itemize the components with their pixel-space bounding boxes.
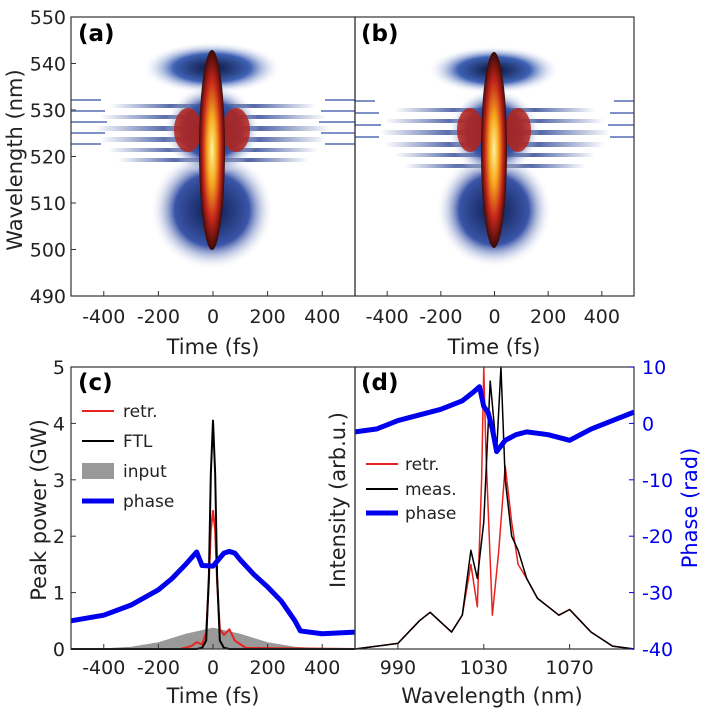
panel-b: (b) xyxy=(354,16,635,297)
y2tick-label-d: 10 xyxy=(642,357,666,379)
legend-d: retr. meas. phase xyxy=(366,455,457,524)
xtick-label-a: -400 xyxy=(82,306,125,328)
legend-swatch-input xyxy=(82,463,114,479)
ytick-label-a: 540 xyxy=(30,54,66,76)
xlabel-b: Time (fs) xyxy=(447,335,541,359)
xtick-label-b: 0 xyxy=(488,306,500,328)
panel-d: (d) retr. meas. phase xyxy=(354,366,635,650)
ylabel-peak-power: Peak power (GW) xyxy=(27,419,51,601)
panel-label-b: (b) xyxy=(361,21,399,47)
plot-area-d xyxy=(354,366,635,650)
ytick-label-a: 550 xyxy=(30,7,66,29)
xtick-label-c: 0 xyxy=(207,657,219,679)
panel-c: (c) retr. FTL input phase xyxy=(70,366,356,650)
xtick-label-d: 1030 xyxy=(460,657,508,679)
frame-c xyxy=(70,366,356,650)
series-FTL-line xyxy=(71,419,355,650)
panel-label-c: (c) xyxy=(78,370,113,396)
xtick-label-c: -200 xyxy=(137,657,180,679)
xtick-label-b: -200 xyxy=(419,306,462,328)
panel-a: (a) xyxy=(70,16,356,297)
legend-c: retr. FTL input phase xyxy=(82,402,174,512)
xtick-label-a: 0 xyxy=(207,306,219,328)
series-phase-line-d xyxy=(354,384,635,455)
xtick-label-c: 200 xyxy=(249,657,285,679)
ytick-label-c: 3 xyxy=(53,470,65,492)
xtick-label-b: 200 xyxy=(530,306,566,328)
legend-label-retr: retr. xyxy=(123,402,158,422)
xtick-label-d: 1070 xyxy=(545,657,593,679)
panel-label-a: (a) xyxy=(78,21,115,47)
ytick-label-a: 510 xyxy=(30,193,66,215)
ytick-label-c: 2 xyxy=(53,526,65,548)
xlabel-a: Time (fs) xyxy=(166,335,260,359)
y2tick-label-d: -20 xyxy=(642,526,673,548)
ytick-label-c: 1 xyxy=(53,583,65,605)
xlabel-d: Wavelength (nm) xyxy=(401,684,582,708)
y2tick-label-d: -40 xyxy=(642,639,673,661)
ytick-label-a: 530 xyxy=(30,100,66,122)
series-phase-line xyxy=(70,548,356,637)
heatmap-a xyxy=(71,42,355,270)
panel-label-d: (d) xyxy=(361,370,399,396)
plot-area-c xyxy=(70,419,356,650)
frame-d xyxy=(354,366,635,650)
xtick-label-a: 400 xyxy=(304,306,340,328)
series-input-area xyxy=(71,627,355,649)
y2tick-label-d: -30 xyxy=(642,583,673,605)
xtick-label-a: 200 xyxy=(249,306,285,328)
legend-label-retr-d: retr. xyxy=(405,455,440,475)
y2tick-label-d: 0 xyxy=(642,413,654,435)
xtick-label-b: -400 xyxy=(366,306,409,328)
ytick-label-a: 490 xyxy=(30,286,66,308)
legend-label-phase: phase xyxy=(123,492,174,512)
ytick-label-c: 5 xyxy=(53,357,65,379)
series-retr-line xyxy=(71,509,356,650)
y2label-phase: Phase (rad) xyxy=(678,448,702,569)
legend-label-meas: meas. xyxy=(405,480,457,500)
legend-label-ftl: FTL xyxy=(123,432,153,452)
ytick-label-c: 0 xyxy=(53,639,65,661)
legend-label-phase-d: phase xyxy=(405,504,456,524)
xtick-label-b: 400 xyxy=(584,306,620,328)
xtick-label-a: -200 xyxy=(137,306,180,328)
xtick-label-c: -400 xyxy=(82,657,125,679)
ylabel-intensity: Intensity (arb.u.) xyxy=(326,412,350,588)
legend-label-input: input xyxy=(123,462,167,482)
y2tick-label-d: -10 xyxy=(642,470,673,492)
xtick-label-c: 400 xyxy=(304,657,340,679)
heatmap-b xyxy=(355,46,634,268)
series-retr-line-d xyxy=(354,366,635,650)
xlabel-c: Time (fs) xyxy=(166,684,260,708)
series-meas-line-d xyxy=(354,366,635,650)
xtick-label-d: 990 xyxy=(380,657,416,679)
ytick-label-a: 520 xyxy=(30,147,66,169)
ylabel-wavelength: Wavelength (nm) xyxy=(3,69,27,250)
ytick-label-c: 4 xyxy=(53,413,65,435)
ytick-label-a: 500 xyxy=(30,240,66,262)
